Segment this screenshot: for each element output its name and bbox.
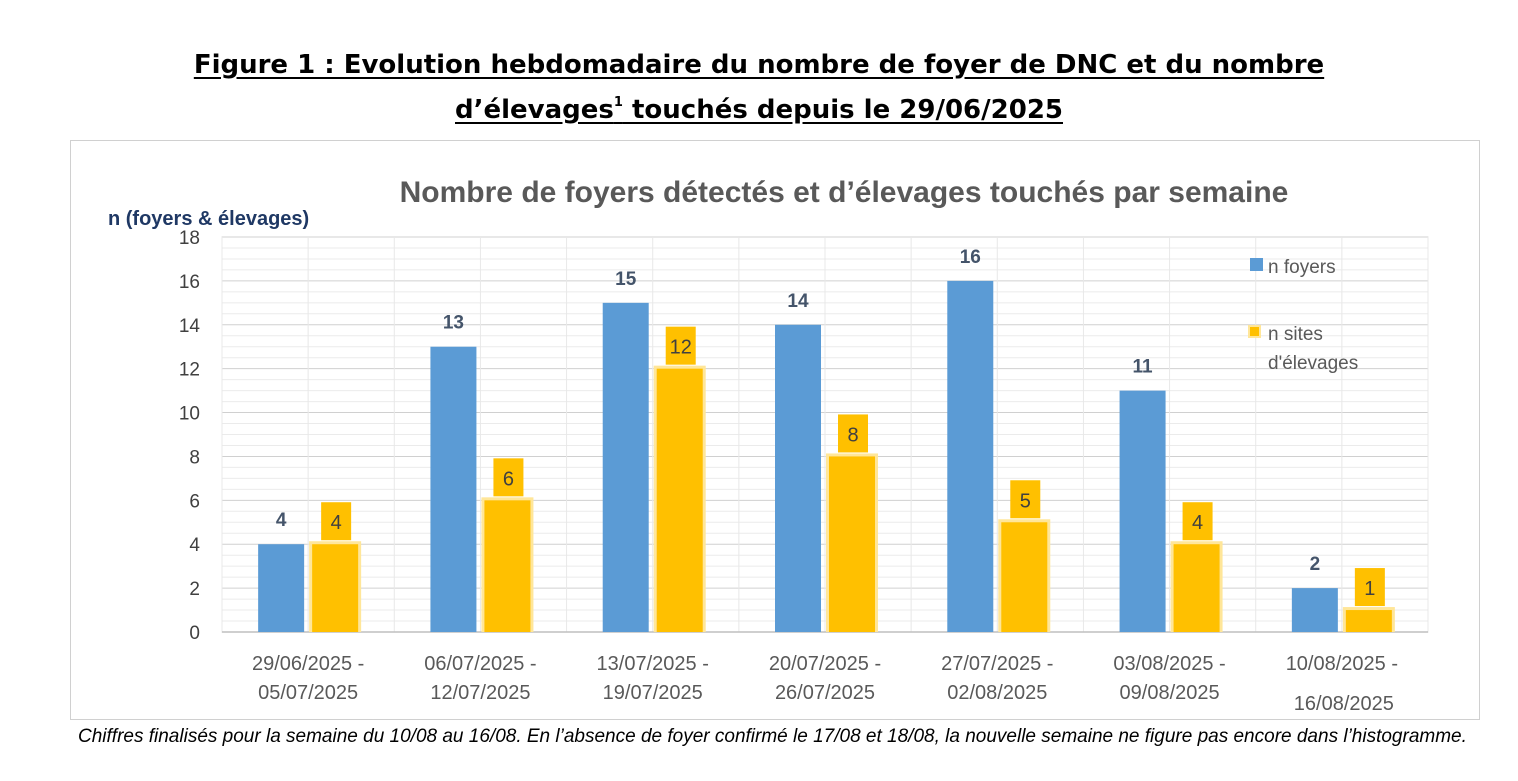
x-tick-label: 20/07/2025 - xyxy=(769,653,881,675)
bar-n-foyers xyxy=(947,280,994,632)
data-label-n-sites: 4 xyxy=(331,512,342,534)
figure-title-line2-suffix: touchés depuis le 29/06/2025 xyxy=(622,95,1063,125)
data-label-box-n-sites xyxy=(838,414,868,453)
data-label-n-sites: 5 xyxy=(1020,490,1031,512)
y-tick-label: 12 xyxy=(179,360,200,381)
x-tick-label: 29/06/2025 - xyxy=(252,653,364,675)
y-axis-label: n (foyers & élevages) xyxy=(108,208,309,230)
x-tick-label: 06/07/2025 - xyxy=(424,653,536,675)
x-tick-label: 16/08/2025 xyxy=(1294,693,1394,715)
legend-label-n-foyers: n foyers xyxy=(1268,257,1336,278)
data-label-n-foyers: 16 xyxy=(960,247,981,268)
x-tick-label: 13/07/2025 - xyxy=(597,653,709,675)
x-tick-label: 10/08/2025 - xyxy=(1286,653,1398,675)
data-label-n-foyers: 11 xyxy=(1133,357,1154,378)
data-label-n-sites: 8 xyxy=(847,424,858,446)
figure-caption: Chiffres finalisés pour la semaine du 10… xyxy=(78,726,1467,747)
data-label-n-foyers: 15 xyxy=(615,269,637,290)
bar-n-sites xyxy=(1001,522,1048,632)
legend-label-n-sites-line1: n sites xyxy=(1268,324,1323,345)
y-tick-label: 2 xyxy=(189,579,200,600)
figure-title-line2: d’élevages1 touchés depuis le 29/06/2025 xyxy=(455,95,1063,125)
bar-n-sites xyxy=(1345,610,1392,632)
bar-n-sites xyxy=(1173,544,1220,632)
x-tick-label: 27/07/2025 - xyxy=(941,653,1053,675)
data-label-n-foyers: 2 xyxy=(1310,554,1321,575)
legend-swatch-n-foyers xyxy=(1250,258,1263,271)
bar-n-foyers xyxy=(1291,588,1338,632)
x-tick-label: 26/07/2025 xyxy=(775,682,875,704)
figure-title-line2-prefix: d’élevages xyxy=(455,95,614,125)
footnote-marker: 1 xyxy=(613,95,623,110)
y-tick-label: 10 xyxy=(179,404,200,425)
bar-n-foyers xyxy=(430,346,477,632)
x-tick-label: 02/08/2025 xyxy=(947,682,1047,704)
bar-n-sites xyxy=(656,368,703,632)
x-tick-label: 05/07/2025 xyxy=(258,682,358,704)
figure-title: Figure 1 : Evolution hebdomadaire du nom… xyxy=(0,46,1518,129)
bar-n-sites xyxy=(484,500,531,632)
legend-label-n-sites-line2: d'élevages xyxy=(1268,353,1358,374)
data-label-n-foyers: 13 xyxy=(443,313,464,334)
y-tick-label: 0 xyxy=(189,623,200,644)
data-label-n-sites: 6 xyxy=(503,468,514,490)
data-label-n-sites: 12 xyxy=(670,337,692,359)
bar-n-foyers xyxy=(258,544,305,632)
y-tick-label: 4 xyxy=(189,535,200,556)
bar-n-sites xyxy=(312,544,359,632)
data-label-box-n-sites xyxy=(1182,502,1213,541)
x-tick-label: 09/08/2025 xyxy=(1120,682,1220,704)
data-label-box-n-sites xyxy=(665,326,696,365)
data-label-n-foyers: 4 xyxy=(276,510,287,531)
y-tick-label: 16 xyxy=(179,272,200,293)
x-tick-label: 12/07/2025 xyxy=(430,682,530,704)
bar-n-foyers xyxy=(775,324,821,632)
y-tick-label: 14 xyxy=(179,316,201,337)
chart-title: Nombre de foyers détectés et d’élevages … xyxy=(400,176,1289,209)
data-label-box-n-sites xyxy=(1010,480,1041,519)
bar-n-sites xyxy=(829,456,875,632)
bar-n-foyers xyxy=(602,302,649,632)
legend-swatch-n-sites xyxy=(1250,327,1259,336)
data-label-n-sites: 1 xyxy=(1364,578,1375,600)
data-label-n-sites: 4 xyxy=(1192,512,1203,534)
data-label-box-n-sites xyxy=(493,458,524,497)
y-tick-label: 18 xyxy=(179,228,200,249)
data-label-box-n-sites xyxy=(321,502,352,541)
data-label-box-n-sites xyxy=(1354,568,1385,607)
bar-n-foyers xyxy=(1119,390,1166,632)
y-tick-label: 8 xyxy=(189,447,200,468)
x-tick-label: 19/07/2025 xyxy=(603,682,703,704)
figure-title-line1: Figure 1 : Evolution hebdomadaire du nom… xyxy=(193,50,1325,80)
data-label-n-foyers: 14 xyxy=(787,291,809,312)
x-tick-label: 03/08/2025 - xyxy=(1113,653,1225,675)
y-tick-label: 6 xyxy=(189,491,200,512)
